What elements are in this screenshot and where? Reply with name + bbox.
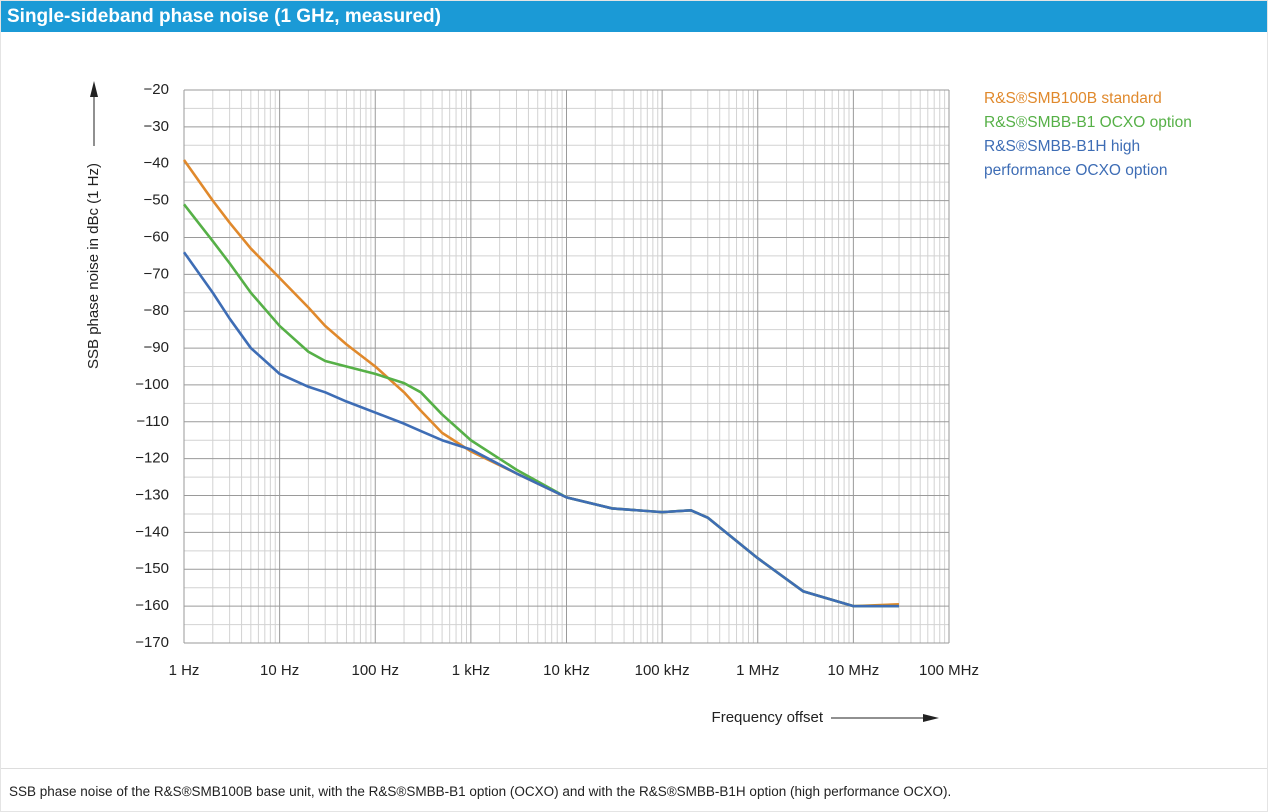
legend-entry: R&S®SMBB-B1H high performance OCXO optio… (984, 138, 1168, 179)
x-tick-label: 10 MHz (828, 662, 880, 679)
x-tick-label: 100 Hz (351, 662, 399, 679)
series-line (182, 203, 899, 608)
header-title: Single-sideband phase noise (1 GHz, meas… (1, 1, 1267, 32)
series-line (182, 159, 900, 608)
grid (183, 89, 950, 644)
y-tick-label: −70 (144, 265, 169, 282)
y-tick-label: −50 (144, 192, 169, 209)
axis-arrow-head (923, 714, 939, 722)
y-tick-label: −130 (135, 487, 169, 504)
separator (1, 768, 1267, 769)
y-tick-label: −170 (135, 634, 169, 651)
y-tick-label: −60 (144, 228, 169, 245)
legend: R&S®SMB100B standard R&S®SMBB-B1 OCXO opt… (984, 87, 1214, 183)
y-tick-label: −160 (135, 597, 169, 614)
y-tick-label: −100 (135, 376, 169, 393)
y-tick-label: −110 (136, 413, 169, 430)
x-tick-label: 1 Hz (169, 662, 200, 679)
y-tick-label: −80 (144, 302, 169, 319)
y-tick-label: −30 (144, 118, 169, 135)
chart: Frequency offset SSB phase noise in dBc … (85, 81, 979, 726)
y-tick-label: −150 (135, 560, 169, 577)
legend-entry: R&S®SMBB-B1 OCXO option (984, 114, 1192, 131)
x-tick-label: 100 MHz (919, 662, 979, 679)
caption: SSB phase noise of the R&S®SMB100B base … (9, 784, 952, 799)
y-tick-label: −20 (144, 81, 169, 98)
x-tick-label: 10 kHz (543, 662, 590, 679)
y-tick-label: −40 (144, 155, 169, 172)
legend-entry: R&S®SMB100B standard (984, 90, 1162, 107)
y-tick-label: −90 (144, 339, 169, 356)
y-axis-label: SSB phase noise in dBc (1 Hz) (85, 163, 102, 369)
y-tick-label: −120 (135, 450, 169, 467)
x-tick-label: 100 kHz (635, 662, 690, 679)
series-line (182, 251, 899, 608)
x-tick-label: 10 Hz (260, 662, 299, 679)
x-axis-label: Frequency offset (712, 709, 824, 726)
x-tick-label: 1 MHz (736, 662, 779, 679)
x-tick-label: 1 kHz (452, 662, 490, 679)
y-tick-label: −140 (135, 523, 169, 540)
axis-arrow-head (90, 81, 98, 97)
